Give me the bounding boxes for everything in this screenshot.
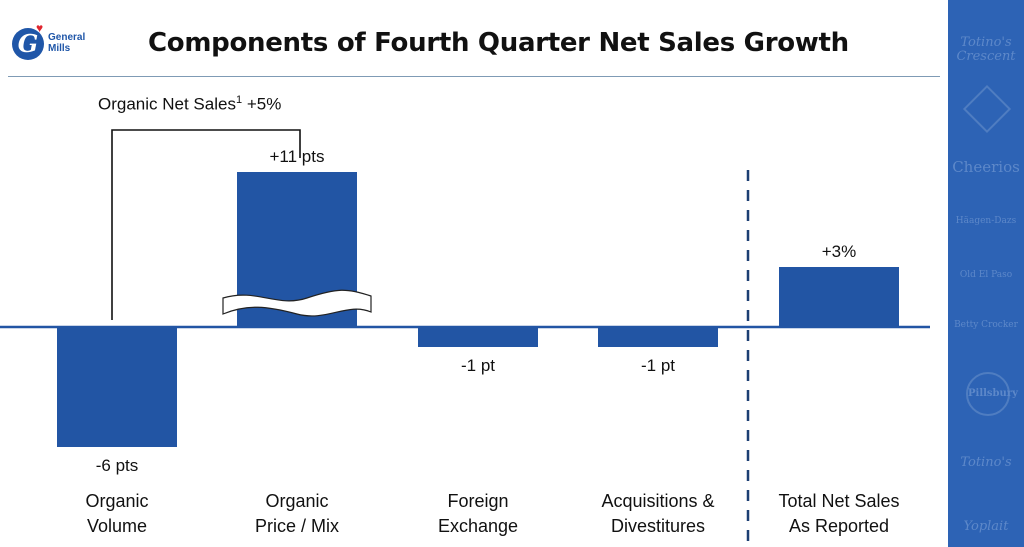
bar-0 [57, 327, 177, 447]
brand-sidebar: Totino's Crescent Cheerios Häagen-Dazs O… [948, 0, 1024, 547]
category-label-3-1: Divestitures [611, 516, 705, 536]
brand-logo-1: Totino's Crescent [956, 35, 1016, 64]
bracket-label-text: Organic Net Sales [98, 94, 236, 114]
data-label-1: +11 pts [270, 147, 325, 166]
logo-text: General Mills [48, 32, 85, 54]
organic-net-sales-label: Organic Net Sales1 +5% [98, 94, 281, 115]
category-label-2-1: Exchange [438, 516, 518, 536]
axis-break-mark [222, 289, 372, 317]
category-label-4-1: As Reported [789, 516, 889, 536]
category-label-0-1: Volume [87, 516, 147, 536]
data-label-2: -1 pt [461, 356, 495, 375]
brand-logo-5: Old El Paso [959, 270, 1013, 280]
data-label-4: +3% [822, 242, 857, 261]
heart-icon: ♥ [36, 21, 44, 35]
title-divider [8, 76, 940, 77]
logo-line2: Mills [48, 43, 71, 54]
waterfall-chart: -6 pts Organic Volume +11 pts Organic Price /… [0, 129, 930, 547]
brand-logo-7: Pillsbury [966, 372, 1018, 416]
general-mills-logo: G ♥ General Mills [12, 22, 92, 68]
brand-badge-icon [962, 84, 1012, 134]
category-label-4-0: Total Net Sales [778, 491, 899, 511]
logo-mark: G [12, 28, 44, 60]
category-label-0-0: Organic [85, 491, 148, 511]
organic-bracket [111, 129, 301, 320]
footnote-marker: 1 [235, 94, 243, 106]
bracket-value: +5% [246, 94, 282, 114]
brand-logo-9: Yoplait [963, 519, 1009, 534]
category-label-2-0: Foreign [447, 491, 508, 511]
brand-logo-8: Totino's [960, 455, 1012, 470]
bar-4 [779, 267, 899, 327]
brand-logo-3: Cheerios [952, 158, 1020, 176]
brand-logo-4: Häagen-Dazs [955, 216, 1017, 226]
category-label-1-1: Price / Mix [255, 516, 339, 536]
logo-line1: General [48, 32, 86, 43]
category-label-3-0: Acquisitions & [601, 491, 714, 511]
data-label-3: -1 pt [641, 356, 675, 375]
brand-logo-6: Betty Crocker [954, 320, 1018, 330]
category-label-1-0: Organic [265, 491, 328, 511]
data-label-0: -6 pts [96, 456, 139, 475]
bar-3 [598, 327, 718, 347]
slide-title: Components of Fourth Quarter Net Sales G… [148, 28, 849, 58]
bar-2 [418, 327, 538, 347]
